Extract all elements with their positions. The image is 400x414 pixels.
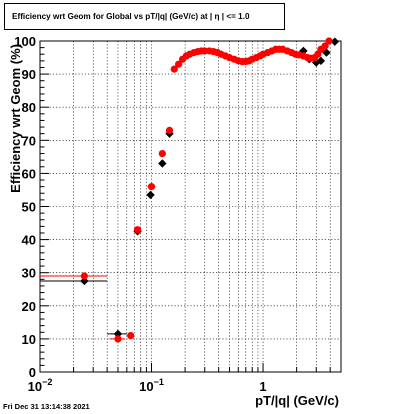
y-tick-label: 40 [22,233,36,248]
data-point-diamond [316,56,326,66]
chart-title-box: Efficiency wrt Geom for Global vs pT/|q|… [4,3,285,30]
y-tick-label: 100 [14,34,36,49]
x-axis-label: pT/|q| (GeV/c) [255,393,339,408]
grid-lines [40,41,341,372]
data-point-circle [114,335,122,343]
y-tick-label: 30 [22,266,36,281]
y-tick-label: 90 [22,67,36,82]
y-tick-label: 0 [29,365,36,380]
x-tick-label: 1 [259,379,266,394]
data-point-circle [321,42,329,50]
data-point-circle [165,126,174,134]
axis-tick-labels: 0 10 20 30 40 50 60 70 80 90 100 10−2 10−1 1 [14,34,266,394]
y-tick-label: 20 [22,299,36,314]
y-tick-label: 60 [22,166,36,181]
x-tick-label: 10−2 [28,377,53,394]
y-tick-label: 70 [22,133,36,148]
data-point-diamond [322,48,331,57]
data-point-circle [127,331,135,340]
data-marks [40,37,340,343]
data-point-circle [170,65,178,73]
timestamp: Fri Dec 31 13:14:38 2021 [3,402,90,411]
data-point-circle [80,272,88,280]
chart-title: Efficiency wrt Geom for Global vs pT/|q|… [12,12,250,21]
data-point-circle [325,37,333,45]
y-axis-label: Efficiency wrt Geom (%) [8,44,23,193]
data-point-circle [147,183,156,191]
axis-ticks [39,40,342,373]
y-tick-label: 50 [22,200,36,215]
data-point-circle [133,226,142,234]
x-tick-label: 10−1 [139,377,164,394]
data-point-diamond [146,190,155,200]
y-tick-label: 10 [22,332,36,347]
data-point-circle [175,60,183,68]
y-tick-label: 80 [22,100,36,115]
data-point-circle [158,149,166,158]
data-point-diamond [330,37,340,46]
data-point-diamond [158,159,167,168]
